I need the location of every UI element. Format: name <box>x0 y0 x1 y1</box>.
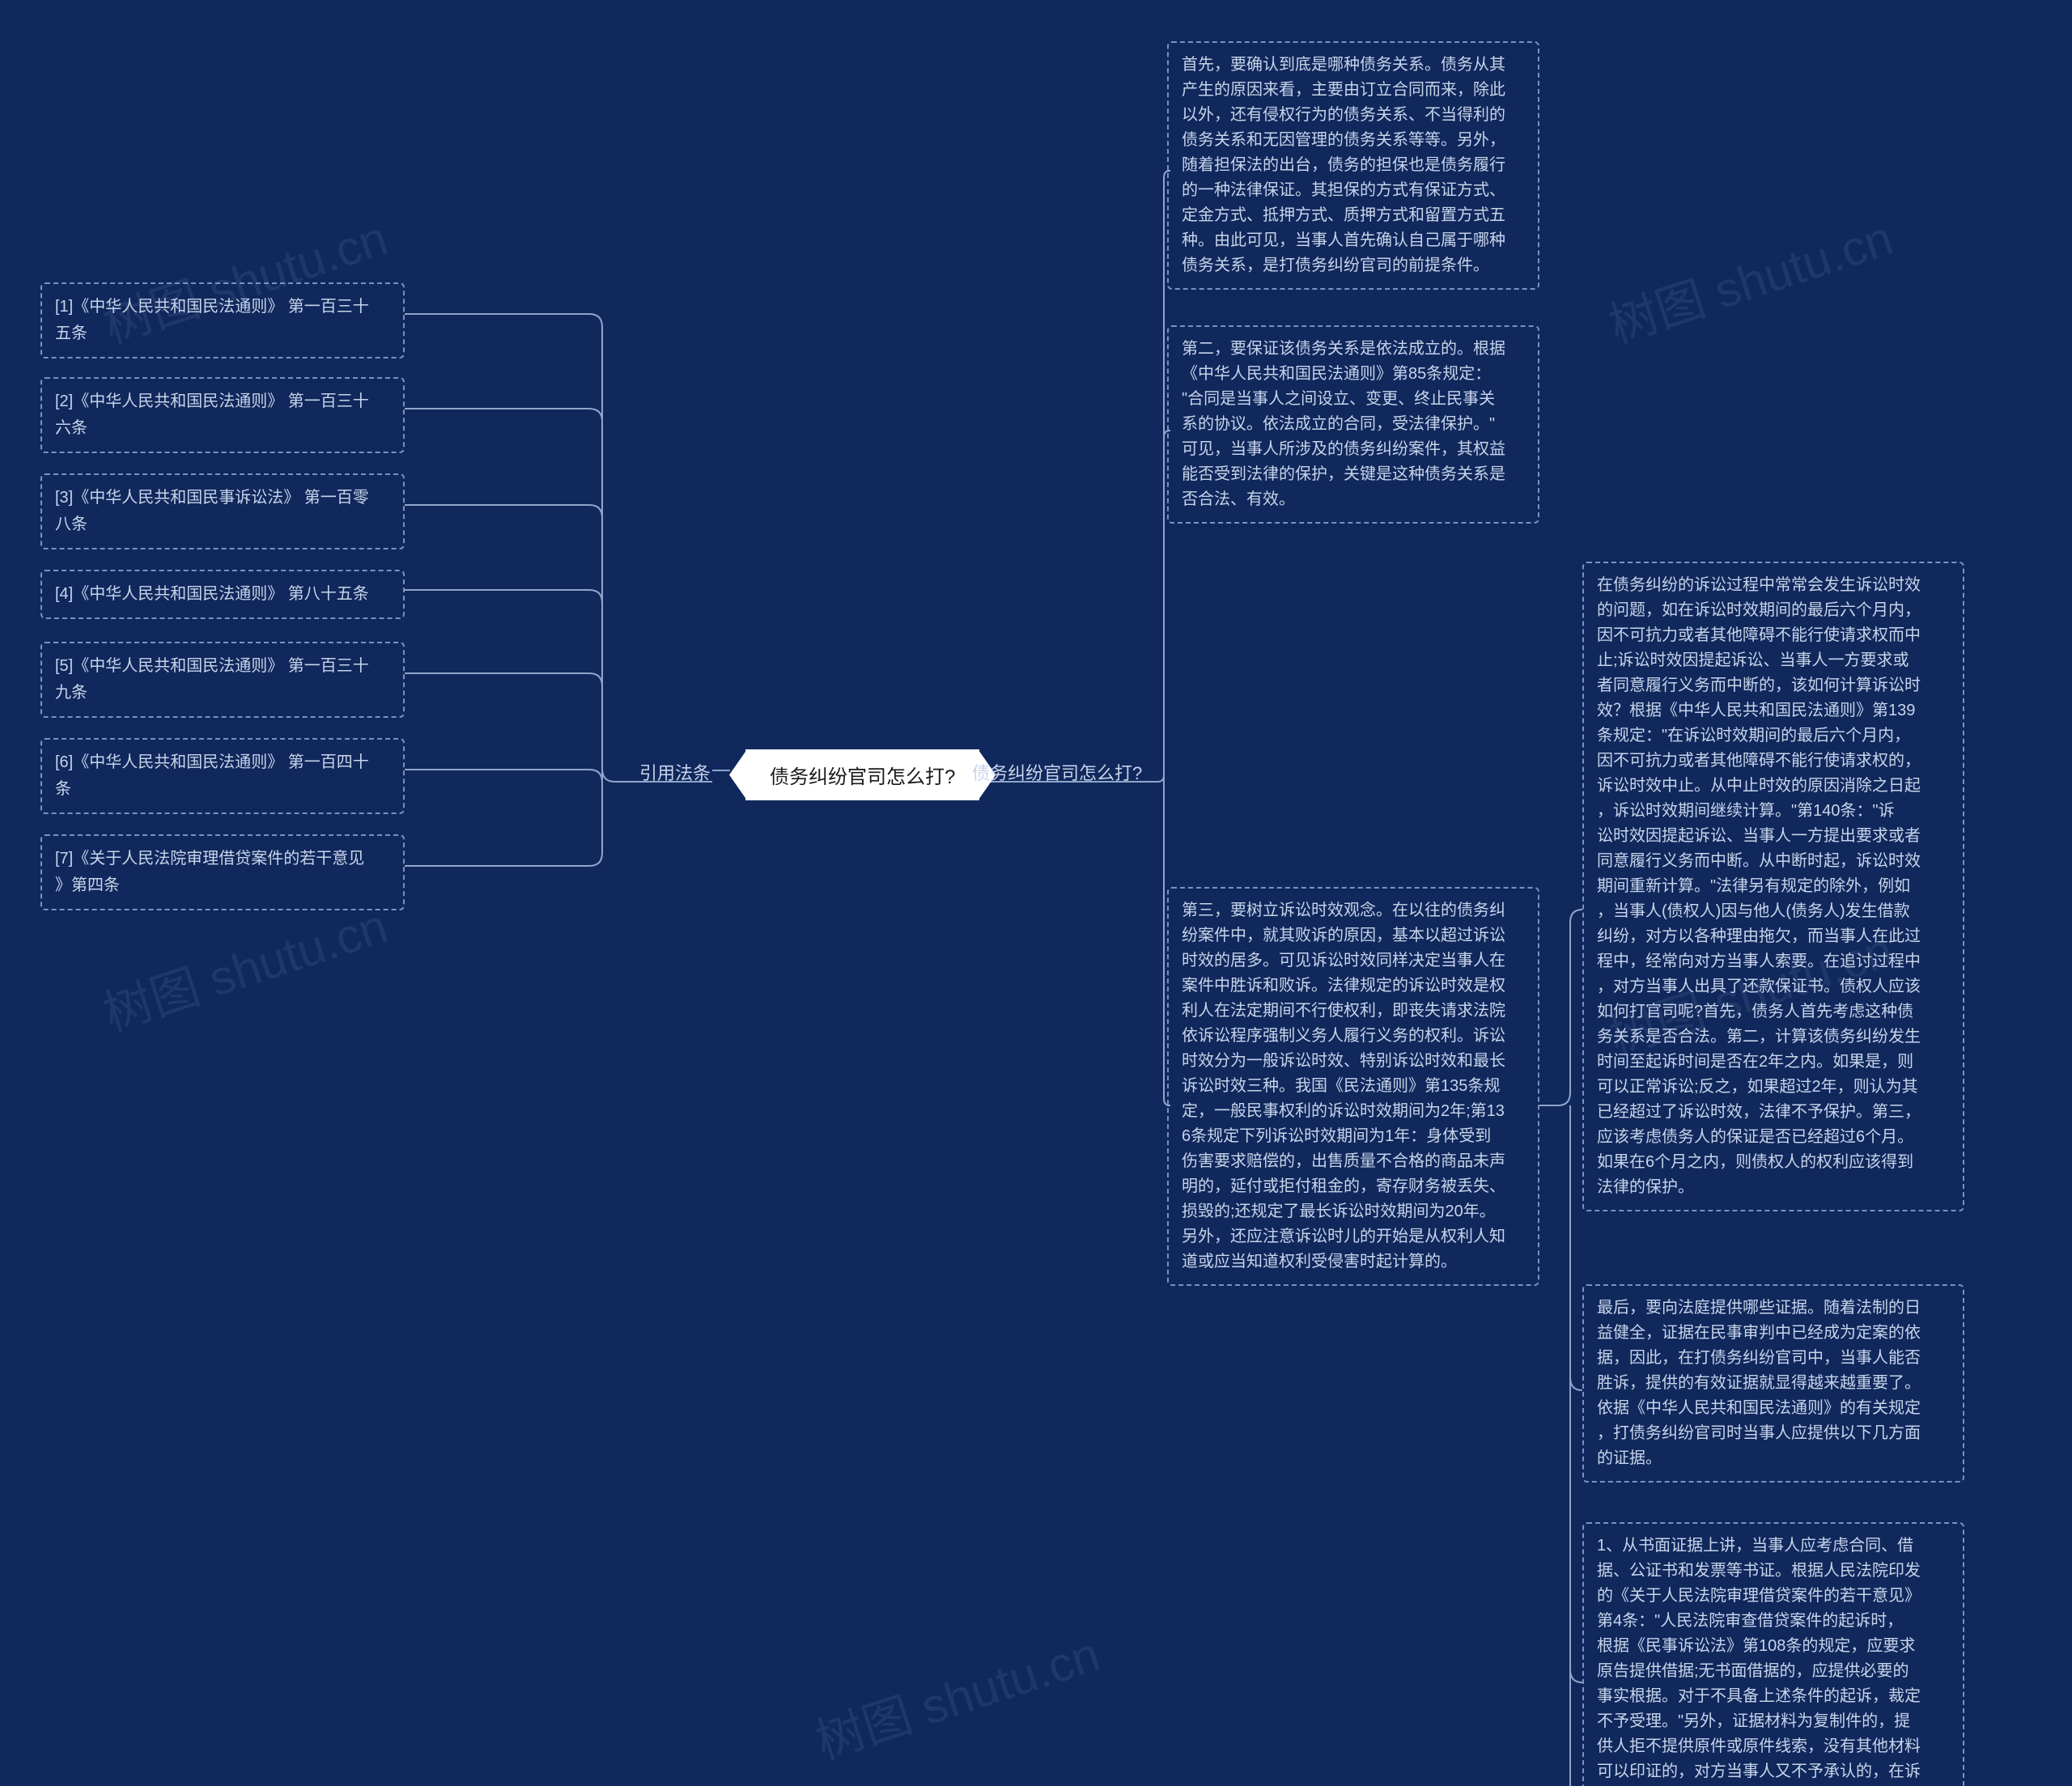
step-3-detail-1: 在债务纠纷的诉讼过程中常常会发生诉讼时效的问题，如在诉讼时效期间的最后六个月内，… <box>1582 562 1964 1211</box>
step-3: 第三，要树立诉讼时效观念。在以往的债务纠纷案件中，就其败诉的原因，基本以超过诉讼… <box>1167 887 1539 1286</box>
law-item-3: [3]《中华人民共和国民事诉讼法》 第一百零八条 <box>40 473 405 549</box>
watermark: 树图 shutu.cn <box>93 887 395 1045</box>
step-3-detail-2: 最后，要向法庭提供哪些证据。随着法制的日益健全，证据在民事审判中已经成为定案的依… <box>1582 1284 1964 1483</box>
watermark: 树图 shutu.cn <box>1599 199 1900 357</box>
step-1: 首先，要确认到底是哪种债务关系。债务从其产生的原因来看，主要由订立合同而来，除此… <box>1167 41 1539 290</box>
center-label: 债务纠纷官司怎么打? <box>770 766 955 788</box>
branch-right-label: 债务纠纷官司怎么打? <box>972 759 1142 785</box>
watermark: 树图 shutu.cn <box>805 1615 1107 1773</box>
law-item-6: [6]《中华人民共和国民法通则》 第一百四十条 <box>40 738 405 814</box>
center-topic: 债务纠纷官司怎么打? <box>745 749 979 800</box>
branch-left-label: 引用法条 <box>639 759 711 785</box>
law-item-5: [5]《中华人民共和国民法通则》 第一百三十九条 <box>40 642 405 718</box>
law-item-1: [1]《中华人民共和国民法通则》 第一百三十五条 <box>40 282 405 358</box>
step-3-detail-3: 1、从书面证据上讲，当事人应考虑合同、借据、公证书和发票等书证。根据人民法院印发… <box>1582 1522 1964 1786</box>
law-item-2: [2]《中华人民共和国民法通则》 第一百三十六条 <box>40 377 405 453</box>
step-2: 第二，要保证该债务关系是依法成立的。根据《中华人民共和国民法通则》第85条规定：… <box>1167 325 1539 524</box>
law-item-7: [7]《关于人民法院审理借贷案件的若干意见》第四条 <box>40 834 405 910</box>
law-item-4: [4]《中华人民共和国民法通则》 第八十五条 <box>40 570 405 619</box>
